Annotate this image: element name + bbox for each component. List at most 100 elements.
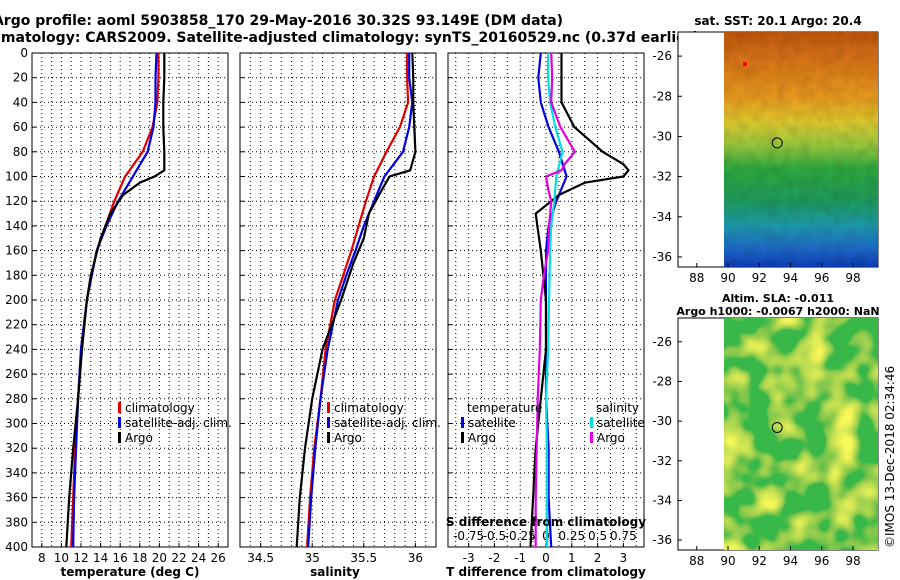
x-tick-label: 18 [132,551,147,565]
legend-s-argo: Argo [597,431,625,445]
legend-satellite: satellite-adj. clim. [334,416,441,430]
legend-swatch-climatology [118,402,121,413]
series-satellite-adj-clim- [307,53,414,548]
sla-map [677,317,879,551]
lat-tick-label: -34 [652,210,672,224]
legend-swatch-argo [118,432,121,443]
depth-tick-label: 80 [13,145,28,159]
x-tick-label: 2 [594,551,602,565]
series-s-satellite [544,53,564,547]
lon-tick-label: 88 [689,271,704,285]
legend-t-argo: Argo [468,431,496,445]
depth-tick-label: 140 [5,219,28,233]
sla-map-title-1: Altim. SLA: -0.011 [722,292,834,305]
depth-tick-label: 360 [5,491,28,505]
lon-tick-label: 98 [845,554,860,568]
temperature-panel: 8 10 12 14 16 18 20 22 24 26 [31,52,229,565]
x-tick-label: 24 [191,551,206,565]
imos-timestamp: ©IMOS 13-Dec-2018 02:34:46 [883,366,897,548]
argo-position-marker [771,422,783,433]
lon-tick-label: 92 [752,271,767,285]
lon-tick-label: 96 [814,271,829,285]
legend-satellite: satellite-adj. clim. [125,416,232,430]
sst-map [677,31,879,268]
depth-tick-label: 400 [5,540,28,554]
series-argo [295,52,417,548]
depth-tick-label: 20 [13,71,28,85]
legend-salinity-title: salinity [596,401,639,415]
x-tick-label: 34.5 [247,551,274,565]
x-tick-label: 0 [542,551,550,565]
difference-panel: -3 -2 -1 0 1 2 3-0.75-0.5-0.25 0 0.25 0.5 0.75 [447,52,645,565]
depth-tick-label: 180 [5,268,28,282]
legend-swatch-s-satellite [590,417,593,428]
lat-tick-label: -32 [652,454,672,468]
lat-tick-label: -30 [652,129,672,143]
s-diff-tick-label: -0.5 [483,529,506,543]
legend-temperature-title: temperature [467,401,542,415]
sla-heatmap [724,318,878,550]
sst-heatmap [724,32,878,267]
x-tick-label: 3 [620,551,628,565]
x-tick-label: 1 [568,551,576,565]
lat-tick-label: -26 [652,335,672,349]
depth-tick-label: 0 [20,46,28,60]
x-tick-label: 12 [73,551,88,565]
legend-argo: Argo [125,431,153,445]
sla-map-title-2: Argo h1000: -0.0067 h2000: NaN [676,305,879,318]
title-line-2: Climatology: CARS2009. Satellite-adjuste… [0,30,699,46]
sst-hotspot [743,62,747,66]
lat-tick-label: -30 [652,414,672,428]
gridlines [448,53,644,547]
lat-tick-label: -36 [652,250,672,264]
legend-swatch-satellite [327,417,330,428]
s-diff-tick-label: -0.75 [453,529,484,543]
temperature-xlabel: temperature (deg C) [61,565,200,579]
lat-tick-label: -34 [652,493,672,507]
depth-tick-label: 380 [5,515,28,529]
legend-swatch-t-satellite [461,417,464,428]
legend-swatch-argo [327,432,330,443]
temperature-legend: climatology satellite-adj. clim. Argo [118,401,232,445]
s-diff-tick-label: 0.75 [610,529,637,543]
legend-swatch-s-argo [590,432,593,443]
series-s-argo [534,52,577,547]
lon-tick-label: 90 [720,554,735,568]
difference-legend: temperature satellite Argo salinity sate… [461,401,645,445]
depth-tick-label: 340 [5,466,28,480]
depth-tick-label: 300 [5,417,28,431]
x-tick-label: 8 [38,551,46,565]
argo-position-marker [771,137,783,149]
lat-tick-label: -28 [652,374,672,388]
x-tick-label: 35.5 [350,551,377,565]
depth-tick-label: 220 [5,318,28,332]
sdiff-xlabel: S difference from climatology [446,515,646,529]
lat-tick-label: -32 [652,170,672,184]
x-tick-label: -1 [514,551,526,565]
x-tick-label: 35 [305,551,320,565]
lon-tick-label: 94 [783,271,798,285]
title-line-1: Argo profile: aoml 5903858_170 29-May-20… [0,13,563,29]
salinity-legend: climatology satellite-adj. clim. Argo [327,401,441,445]
sst-map-title: sat. SST: 20.1 Argo: 20.4 [694,14,861,28]
x-tick-label: 22 [171,551,186,565]
depth-tick-label: 260 [5,367,28,381]
depth-tick-label: 320 [5,441,28,455]
legend-swatch-climatology [327,402,330,413]
lon-tick-label: 98 [845,271,860,285]
x-tick-label: 26 [211,551,226,565]
x-tick-label: 36 [408,551,423,565]
series-t-argo [529,53,630,548]
depth-tick-label: 60 [13,120,28,134]
x-tick-label: 14 [93,551,108,565]
legend-t-satellite: satellite [468,416,516,430]
depth-tick-label: 120 [5,194,28,208]
lon-tick-label: 94 [783,554,798,568]
tdiff-xlabel: T difference from climatology [446,565,646,579]
series-argo [65,53,166,548]
lon-tick-label: 90 [720,271,735,285]
legend-swatch-t-argo [461,432,464,443]
depth-tick-label: 40 [13,95,28,109]
x-tick-label: -3 [463,551,475,565]
